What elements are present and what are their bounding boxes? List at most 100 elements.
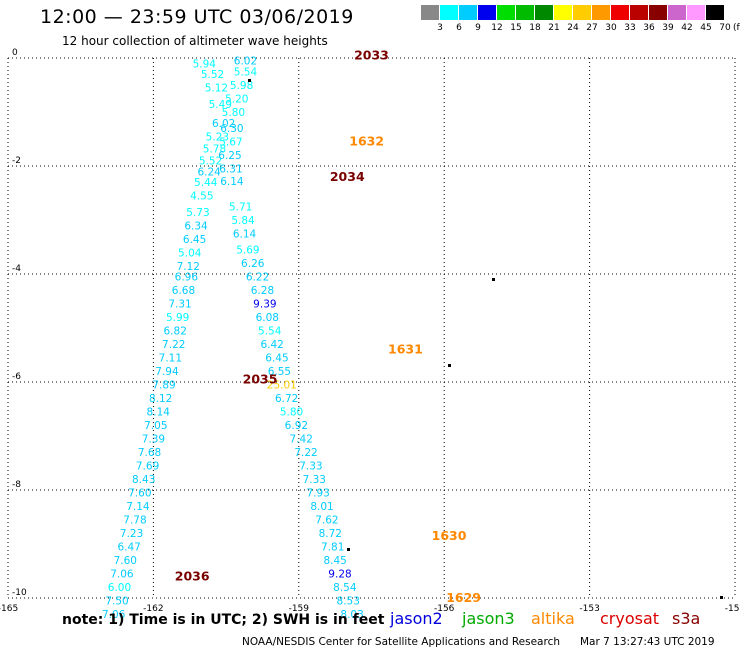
- legend-unit: (ft): [733, 23, 740, 33]
- data-label-jason2: 5.44: [194, 177, 218, 189]
- y-tick-label: -6: [12, 372, 21, 382]
- legend-label: 18: [529, 23, 541, 33]
- legend-swatch: [592, 5, 610, 20]
- data-label-jason3: 8.53: [337, 596, 360, 608]
- credit-line: NOAA/NESDIS Center for Satellite Applica…: [242, 636, 560, 648]
- data-label-jason2: 5.99: [166, 312, 189, 324]
- legend-label: 36: [643, 23, 655, 33]
- data-label-jason3: 8.72: [319, 528, 342, 540]
- legend-swatch: [516, 5, 534, 20]
- data-label-jason2: 6.68: [172, 285, 195, 297]
- data-label-jason3: 5.69: [236, 245, 259, 257]
- data-label-jason3: 7.42: [290, 434, 313, 446]
- data-label-jason3: 6.14: [233, 229, 257, 241]
- data-label-jason2: 6.82: [164, 326, 187, 338]
- pass-number-label: 1630: [432, 528, 467, 543]
- data-label-jason2: 7.89: [152, 380, 175, 392]
- data-label-jason2: 7.60: [114, 555, 137, 567]
- data-label-jason2: 7.12: [177, 261, 200, 273]
- data-label-jason3: 6.26: [241, 258, 265, 270]
- stray-mark: [347, 548, 350, 551]
- stray-mark: [720, 596, 723, 599]
- data-label-jason2: 7.06: [102, 609, 126, 621]
- legend-swatch: [706, 5, 724, 20]
- data-label-jason3: 5.20: [225, 94, 248, 106]
- legend-label: 24: [567, 23, 579, 33]
- data-label-jason3: 6.31: [219, 164, 242, 176]
- data-label-jason3: 6.25: [218, 150, 241, 162]
- data-label-jason3: 7.22: [294, 447, 317, 459]
- sat-jason3: jason3: [462, 609, 515, 628]
- data-label-jason3: 5.80: [280, 407, 303, 419]
- pass-number-label: 2034: [330, 169, 365, 184]
- data-label-jason2: 5.12: [205, 83, 228, 95]
- data-label-jason2: 6.02: [212, 118, 235, 130]
- data-label-jason3: 6.22: [246, 272, 269, 284]
- legend-swatch: [554, 5, 572, 20]
- data-label-jason3: 6.55: [268, 366, 291, 378]
- data-label-jason3: 5.54: [234, 67, 258, 79]
- legend-label: 27: [586, 23, 598, 33]
- data-label-jason2: 5.04: [178, 247, 202, 259]
- legend-swatch: [440, 5, 458, 20]
- pass-number-label: 1631: [388, 342, 423, 357]
- data-label-jason3: 6.45: [265, 353, 288, 365]
- sat-cryosat: cryosat: [600, 609, 660, 628]
- legend-label: 39: [662, 23, 674, 33]
- chart-title: 12:00 — 23:59 UTC 03/06/2019: [40, 6, 354, 28]
- data-label-jason2: 7.05: [144, 420, 167, 432]
- data-label-jason3: 6.28: [251, 285, 274, 297]
- data-label-jason2: 6.34: [184, 220, 208, 232]
- stray-mark: [248, 79, 251, 82]
- legend-swatch: [611, 5, 629, 20]
- pass-number-label: 1629: [446, 590, 481, 605]
- data-label-jason3: 6.02: [234, 56, 257, 68]
- legend-swatch: [497, 5, 515, 20]
- data-label-jason2: 7.69: [136, 461, 159, 473]
- y-tick-label: -2: [12, 156, 21, 166]
- data-label-jason3: 6.92: [285, 420, 308, 432]
- data-label-jason2: 8.12: [149, 393, 172, 405]
- data-label-jason3: 7.33: [303, 474, 326, 486]
- legend-label: 42: [681, 23, 693, 33]
- legend-swatch: [535, 5, 553, 20]
- legend-swatch: [573, 5, 591, 20]
- y-tick-label: -10: [12, 588, 27, 598]
- data-label-jason2: 7.23: [120, 528, 143, 540]
- data-label-jason2: 5.52: [199, 156, 222, 168]
- data-label-jason3: 5.54: [258, 326, 282, 338]
- data-label-jason3: 8.01: [310, 501, 333, 513]
- stray-mark: [448, 364, 451, 367]
- pass-number-label: 2036: [175, 568, 210, 583]
- data-label-jason2: 7.78: [123, 515, 146, 527]
- data-label-jason3: 9.28: [328, 569, 351, 581]
- y-tick-label: -4: [12, 264, 21, 274]
- data-label-jason3: 8.54: [333, 582, 357, 594]
- data-label-jason2: 5.23: [206, 131, 229, 143]
- y-tick-label: -8: [12, 480, 21, 490]
- data-label-jason3: 5.84: [231, 215, 255, 227]
- data-label-jason2: 7.31: [168, 299, 191, 311]
- legend-label: 3: [437, 23, 443, 33]
- legend-swatch: [687, 5, 705, 20]
- data-label-jason3: 9.39: [253, 299, 276, 311]
- data-label-jason2: 4.55: [190, 191, 213, 203]
- legend-label: 21: [548, 23, 560, 33]
- data-label-jason3: 7.62: [315, 515, 338, 527]
- legend-swatch: [649, 5, 667, 20]
- data-label-jason2: 5.49: [209, 99, 232, 111]
- legend-label: 15: [510, 23, 522, 33]
- legend-label: 12: [491, 23, 503, 33]
- data-label-jason3: 7.93: [306, 488, 329, 500]
- x-tick-label: -156: [434, 604, 455, 614]
- data-label-jason2: 5.52: [201, 69, 224, 81]
- x-tick-label: -165: [0, 604, 18, 614]
- x-tick-label: -159: [289, 604, 310, 614]
- legend-swatch: [630, 5, 648, 20]
- data-label-jason2: 5.94: [193, 58, 217, 70]
- legend-swatch: [668, 5, 686, 20]
- data-label-jason3: 6.14: [220, 176, 244, 188]
- legend-label: 30: [605, 23, 617, 33]
- data-label-jason3: 6.42: [260, 339, 283, 351]
